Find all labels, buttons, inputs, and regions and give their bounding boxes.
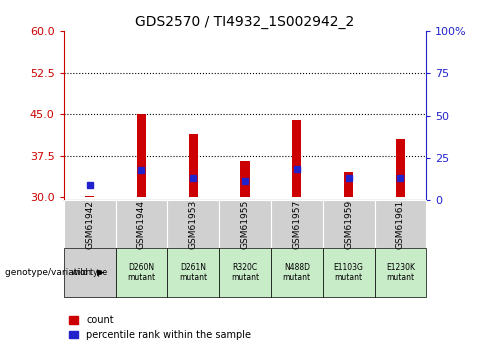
Text: GSM61961: GSM61961 bbox=[396, 200, 405, 249]
Text: GSM61944: GSM61944 bbox=[137, 200, 146, 249]
Text: E1230K
mutant: E1230K mutant bbox=[386, 263, 415, 282]
Text: R320C
mutant: R320C mutant bbox=[231, 263, 259, 282]
Text: GSM61953: GSM61953 bbox=[189, 200, 197, 249]
Bar bbox=[189, 134, 198, 197]
Bar bbox=[240, 161, 250, 197]
Bar bbox=[344, 172, 353, 197]
Text: D261N
mutant: D261N mutant bbox=[179, 263, 207, 282]
Bar bbox=[396, 139, 405, 197]
Bar bbox=[137, 114, 146, 197]
Bar bbox=[292, 120, 301, 197]
Text: wild type: wild type bbox=[72, 268, 107, 277]
Text: GSM61955: GSM61955 bbox=[241, 200, 249, 249]
Title: GDS2570 / TI4932_1S002942_2: GDS2570 / TI4932_1S002942_2 bbox=[135, 14, 355, 29]
Text: GSM61957: GSM61957 bbox=[293, 200, 301, 249]
Text: GSM61942: GSM61942 bbox=[85, 200, 94, 249]
Text: GSM61959: GSM61959 bbox=[344, 200, 353, 249]
Legend: count, percentile rank within the sample: count, percentile rank within the sample bbox=[69, 315, 251, 340]
Text: N488D
mutant: N488D mutant bbox=[283, 263, 311, 282]
Text: D260N
mutant: D260N mutant bbox=[127, 263, 155, 282]
Text: E1103G
mutant: E1103G mutant bbox=[334, 263, 364, 282]
Text: genotype/variation  ▶: genotype/variation ▶ bbox=[5, 268, 104, 277]
Bar bbox=[85, 196, 94, 197]
